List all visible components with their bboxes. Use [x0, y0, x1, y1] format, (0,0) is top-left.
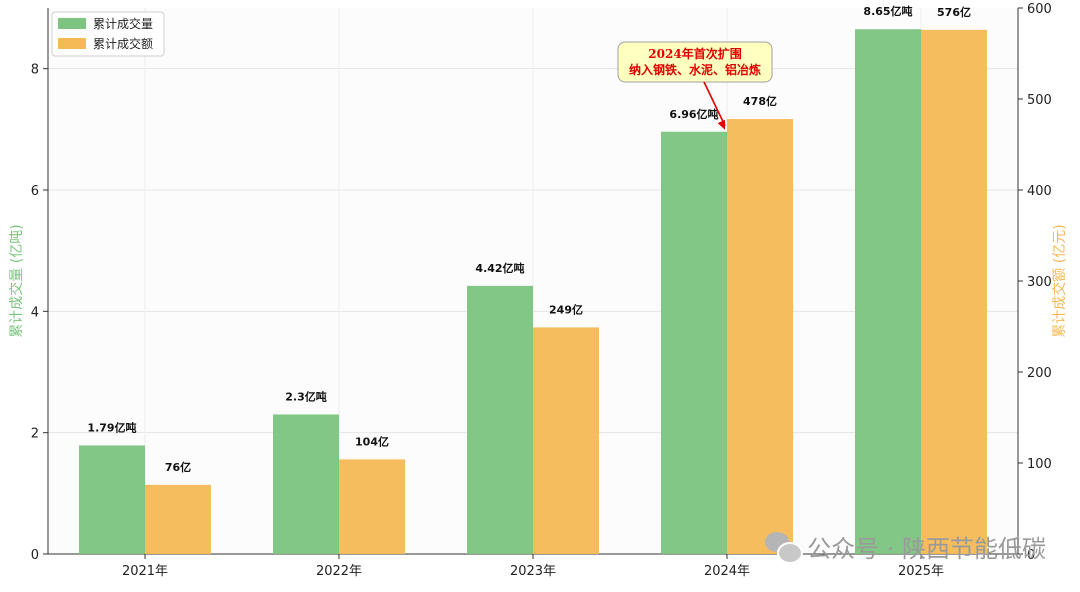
wechat-icon [765, 531, 804, 564]
bar-value-label: 4.42亿吨 [475, 261, 524, 275]
bar-累计成交额 [921, 29, 987, 554]
y-left-axis-title: 累计成交量 (亿吨) [8, 224, 25, 337]
bar-value-label: 104亿 [355, 434, 389, 448]
y-left-tick-label: 0 [31, 548, 39, 563]
bar-value-label: 478亿 [743, 94, 777, 108]
bar-累计成交量 [661, 131, 727, 554]
bar-累计成交量 [273, 414, 339, 554]
bar-value-label: 2.3亿吨 [285, 389, 327, 403]
x-tick-label: 2024年 [704, 564, 750, 579]
y-right-tick-label: 0 [1027, 548, 1035, 563]
y-right-tick-label: 400 [1027, 184, 1052, 199]
bar-累计成交量 [79, 445, 145, 554]
annotation-text: 2024年首次扩围 [648, 46, 741, 61]
bar-value-label: 576亿 [937, 5, 971, 19]
x-tick-label: 2023年 [510, 564, 556, 579]
annotation-text: 纳入钢铁、水泥、铝冶炼 [629, 62, 761, 77]
y-left-tick-label: 4 [31, 305, 39, 320]
y-left-tick-label: 2 [31, 427, 39, 442]
bar-value-label: 76亿 [165, 460, 191, 474]
y-right-tick-label: 100 [1027, 457, 1052, 472]
y-right-axis-title: 累计成交额 (亿元) [1051, 224, 1068, 337]
y-right-tick-label: 300 [1027, 275, 1052, 290]
y-right-tick-label: 500 [1027, 93, 1052, 108]
legend-swatch [58, 38, 86, 49]
bar-value-label: 249亿 [549, 302, 583, 316]
bar-累计成交额 [533, 327, 599, 554]
x-tick-label: 2022年 [316, 564, 362, 579]
annotation-arrow-line [703, 81, 726, 127]
annotation-arrow-head [717, 119, 726, 130]
bar-累计成交额 [339, 459, 405, 554]
legend-label: 累计成交量 [93, 16, 153, 31]
bar-累计成交额 [145, 484, 211, 554]
x-tick-label: 2021年 [122, 564, 168, 579]
watermark-text: 公众号 · 陕西节能低碳 [807, 535, 1046, 563]
bar-value-label: 8.65亿吨 [863, 4, 912, 18]
x-tick-label: 2025年 [898, 564, 944, 579]
bar-累计成交量 [855, 29, 921, 554]
bar-value-label: 1.79亿吨 [87, 420, 136, 434]
legend-swatch [58, 18, 86, 29]
bar-累计成交量 [467, 285, 533, 554]
y-left-tick-label: 8 [31, 63, 39, 78]
legend-label: 累计成交额 [93, 36, 153, 51]
watermark: 公众号 · 陕西节能低碳 [765, 529, 1046, 564]
bar-累计成交额 [727, 119, 793, 555]
y-left-tick-label: 6 [31, 184, 39, 199]
bar-value-label: 6.96亿吨 [669, 107, 718, 121]
annotation-box [617, 41, 773, 83]
y-right-tick-label: 600 [1027, 2, 1052, 17]
y-right-tick-label: 200 [1027, 366, 1052, 381]
